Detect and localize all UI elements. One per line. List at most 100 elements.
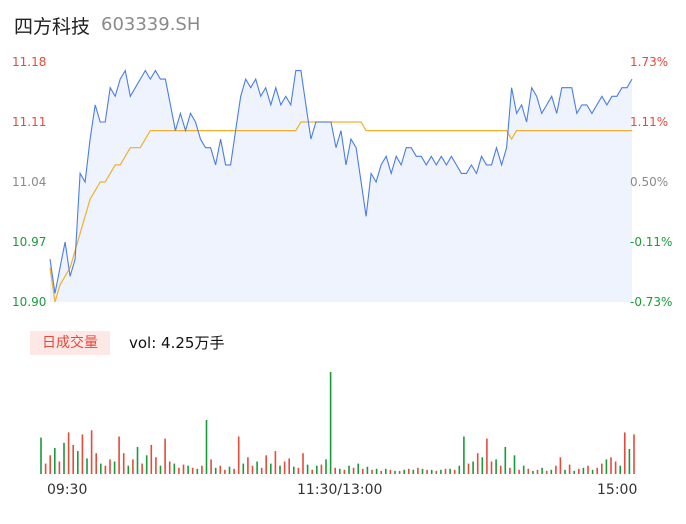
volume-bar (596, 467, 598, 474)
volume-bar (545, 470, 548, 474)
volume-bar (118, 436, 120, 474)
volume-bar (380, 470, 382, 474)
volume-bar (283, 461, 286, 474)
volume-bar (495, 459, 497, 474)
volume-bar (178, 467, 180, 474)
price-area-fill (50, 70, 632, 302)
volume-bar (389, 469, 392, 474)
volume-bar (228, 466, 231, 474)
volume-bar (610, 457, 612, 474)
volume-bar (265, 455, 267, 474)
volume-bar (72, 444, 74, 474)
volume-bar (371, 469, 373, 474)
volume-bar (316, 465, 318, 474)
volume-bar (417, 467, 419, 474)
volume-bar (145, 455, 148, 474)
volume-bar (568, 464, 571, 474)
volume-bar (104, 465, 107, 474)
price-tick-label: 11.11 (12, 115, 47, 129)
volume-bar (587, 465, 589, 474)
volume-bar (242, 463, 245, 474)
volume-bar (196, 468, 199, 474)
time-axis-label: 09:30 (47, 482, 88, 498)
price-tick-label: 10.90 (12, 295, 47, 309)
pct-tick-label: 0.50% (630, 175, 669, 189)
volume-bar (352, 467, 355, 474)
volume-bar (187, 465, 189, 474)
volume-bar (408, 468, 410, 474)
price-tick-label: 10.97 (12, 235, 47, 249)
volume-bar (150, 444, 153, 474)
volume-bar (357, 463, 359, 474)
volume-bar (334, 467, 336, 474)
volume-bar (375, 468, 378, 474)
average-price-line (49, 121, 632, 303)
volume-bar (182, 464, 185, 474)
volume-bar (247, 457, 249, 474)
volume-bar (219, 465, 222, 474)
volume-bar (633, 434, 635, 474)
volume-bar (348, 465, 350, 474)
volume-bar (302, 453, 304, 474)
volume-bar (578, 468, 580, 474)
volume-bar (550, 469, 553, 474)
stock-code: 603339.SH (101, 14, 201, 35)
volume-bar (210, 459, 212, 474)
volume-bar (403, 469, 405, 474)
volume-bar (311, 469, 313, 474)
volume-bar (532, 470, 534, 474)
volume-bar (458, 465, 461, 474)
volume-bar (412, 469, 415, 474)
volume-bar (205, 419, 208, 474)
volume-bar (325, 459, 327, 474)
volume-bar (614, 461, 617, 474)
volume-bar (86, 458, 88, 474)
volume-bar (127, 465, 130, 474)
volume-bar (306, 464, 309, 474)
volume-bar (582, 467, 585, 474)
volume-bar (490, 461, 493, 474)
volume-bar (63, 442, 65, 474)
volume-bar (90, 430, 93, 474)
volume-bar (339, 468, 341, 474)
volume-bar (398, 470, 401, 474)
volume-bar (256, 461, 258, 474)
stock-name: 四方科技 (14, 16, 91, 38)
volume-bar (463, 436, 465, 474)
volume-bar (605, 459, 608, 474)
pct-tick-label: -0.73% (630, 295, 673, 309)
volume-bar (224, 469, 226, 474)
volume-bar (481, 457, 484, 474)
volume-bar (173, 463, 176, 474)
volume-bar (260, 467, 263, 474)
volume-bar (513, 455, 516, 474)
volume-bar (54, 448, 56, 474)
volume-bar (214, 467, 217, 474)
volume-bar (279, 465, 281, 474)
volume-bar (472, 461, 474, 474)
volume-bar (453, 469, 456, 474)
volume-bar (95, 453, 97, 474)
volume-bar (385, 468, 387, 474)
volume-bar (591, 469, 594, 474)
volume-badge: 日成交量 (30, 331, 110, 355)
volume-bar (541, 467, 543, 474)
volume-bar (237, 436, 240, 474)
volume-bar (449, 468, 451, 474)
price-line (49, 69, 633, 294)
volume-bar (430, 469, 433, 474)
price-tick-label: 11.18 (12, 55, 47, 69)
volume-bar (499, 465, 502, 474)
volume-bar (421, 468, 424, 474)
volume-bar (168, 461, 171, 474)
volume-bar (288, 458, 290, 474)
volume-bar (100, 463, 102, 474)
pct-tick-label: 1.11% (630, 115, 669, 129)
volume-text: vol: 4.25万手 (129, 334, 225, 352)
volume-bar (527, 468, 530, 474)
volume-bar (522, 465, 525, 474)
volume-bar (536, 469, 539, 474)
volume-bar (394, 470, 396, 474)
volume-bar (343, 469, 346, 474)
volume-bar (624, 432, 626, 474)
